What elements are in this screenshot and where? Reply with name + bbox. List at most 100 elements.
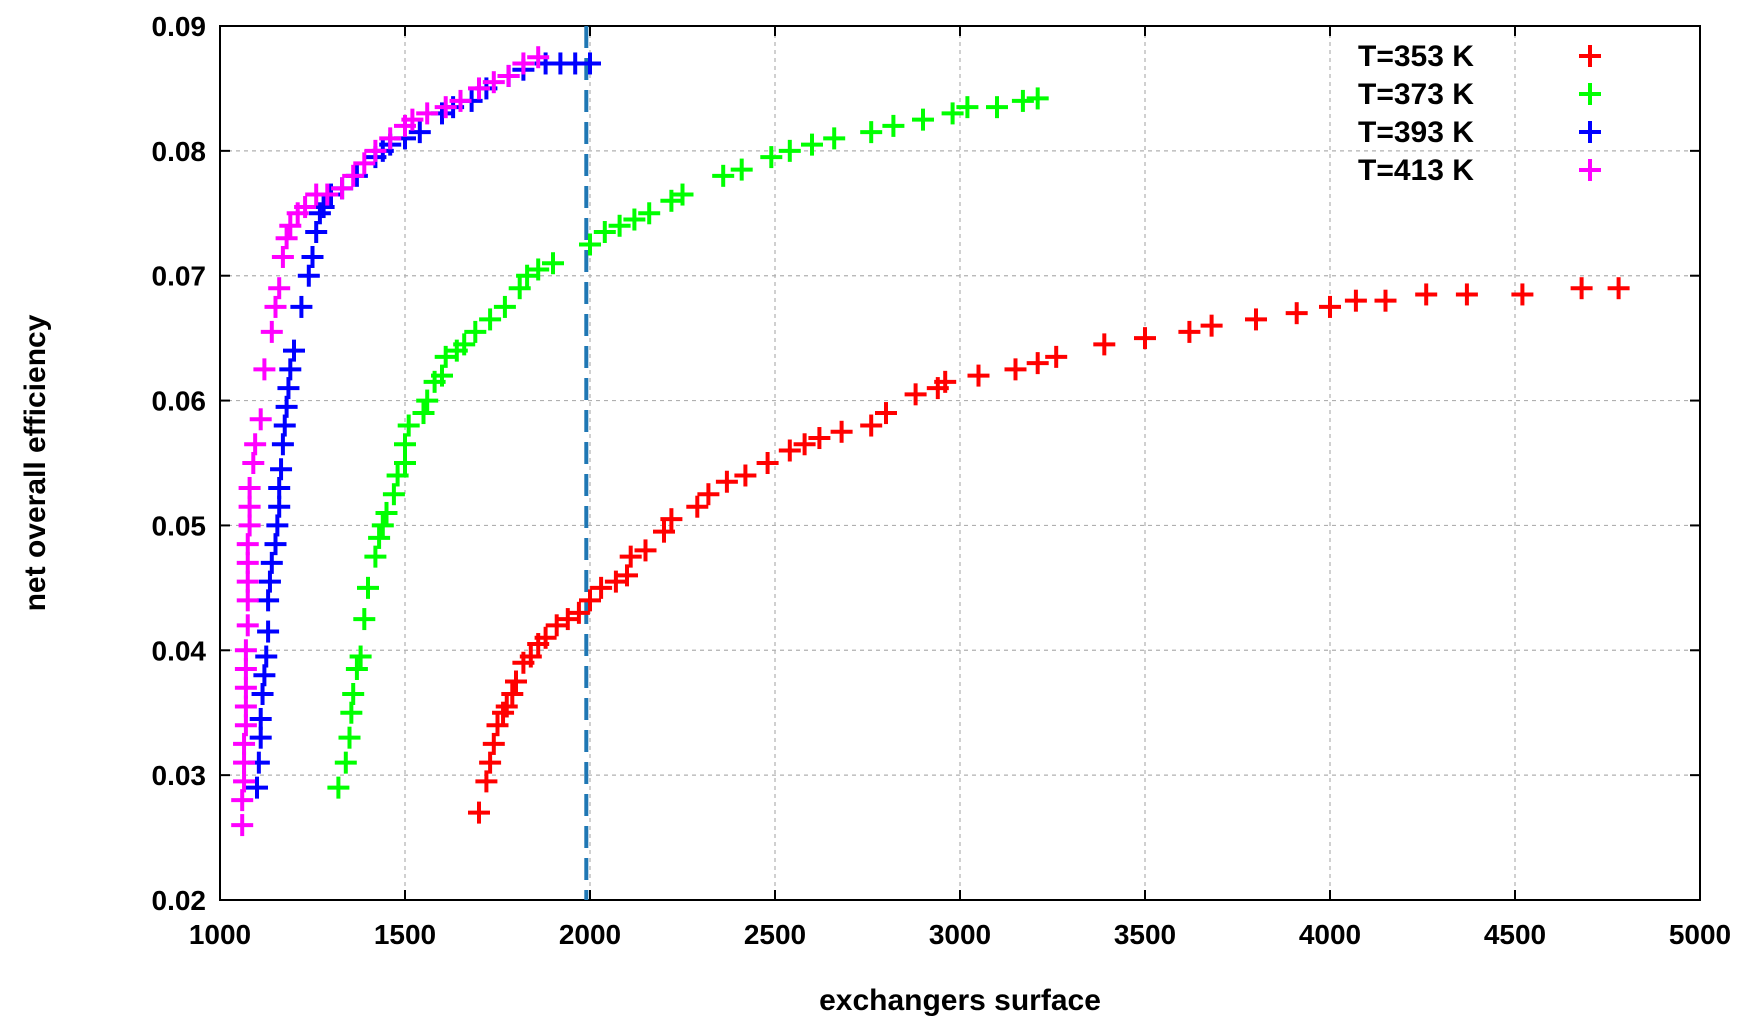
data-point [830, 420, 853, 443]
x-axis-label: exchangers surface [819, 984, 1101, 1017]
data-point [579, 52, 601, 75]
series-t-413-k [231, 46, 550, 837]
legend-marker [1579, 83, 1601, 105]
data-point [534, 626, 557, 649]
data-point [556, 608, 579, 631]
data-point [234, 676, 257, 699]
data-point [279, 358, 302, 381]
y-axis-label: net overall efficiency [19, 314, 52, 611]
data-point [242, 452, 265, 474]
data-point [345, 658, 368, 681]
data-point [660, 508, 683, 531]
data-point [236, 551, 259, 574]
data-point [660, 189, 683, 212]
data-point [482, 732, 505, 755]
data-point [301, 245, 324, 268]
data-point [266, 514, 289, 537]
data-point [468, 77, 490, 100]
data-point [327, 776, 350, 799]
grid-lines [220, 26, 1700, 900]
data-point [801, 133, 823, 156]
data-point [236, 589, 259, 612]
data-point [686, 495, 709, 518]
data-point [249, 707, 272, 730]
data-point [408, 121, 431, 144]
y-tick-label: 0.06 [152, 386, 207, 417]
data-point [756, 452, 779, 474]
data-point [593, 221, 616, 244]
data-point [1093, 333, 1116, 356]
data-point [290, 295, 313, 318]
data-point [349, 645, 372, 668]
data-point [653, 520, 675, 543]
data-point [860, 414, 883, 437]
data-point [368, 526, 391, 549]
data-point [251, 682, 274, 705]
data-point [234, 658, 257, 681]
data-point [823, 127, 846, 150]
data-point [912, 108, 934, 131]
data-point [305, 221, 328, 244]
legend: T=353 K T=373 K T=393 K T=413 K [1358, 40, 1601, 187]
data-point [234, 639, 257, 662]
data-point [312, 196, 335, 219]
data-point [270, 458, 293, 481]
data-point [236, 570, 259, 593]
data-point [234, 695, 257, 718]
data-point [1004, 358, 1027, 381]
data-point [271, 245, 294, 268]
data-point [542, 252, 564, 275]
data-point [264, 533, 287, 556]
data-point [508, 277, 531, 300]
data-point [353, 608, 376, 631]
data-point [1570, 277, 1593, 300]
data-point [956, 96, 979, 119]
data-point [619, 545, 642, 568]
data-point [273, 414, 296, 437]
legend-marker [1579, 121, 1601, 143]
data-point [394, 433, 416, 456]
data-point [401, 108, 424, 131]
x-tick-label: 2500 [744, 919, 806, 950]
data-point [1415, 283, 1438, 306]
data-point [238, 495, 261, 518]
data-series [231, 46, 1630, 837]
x-tick-label: 1500 [374, 919, 436, 950]
data-point [579, 589, 601, 612]
data-point [516, 264, 539, 287]
data-point [375, 501, 398, 524]
data-point [233, 732, 256, 755]
data-point [519, 645, 542, 668]
data-point [260, 320, 283, 343]
y-tick-label: 0.08 [152, 136, 207, 167]
data-point [1245, 308, 1267, 331]
data-point [479, 308, 502, 331]
data-point [1374, 289, 1397, 312]
x-axis-ticks: 1000 1500 2000 2500 3000 3500 4000 4500 5000 [189, 26, 1731, 950]
data-point [244, 433, 267, 456]
data-point [342, 682, 365, 705]
data-point [453, 333, 476, 356]
x-tick-label: 4500 [1484, 919, 1546, 950]
data-point [233, 770, 256, 793]
data-point [238, 476, 261, 499]
data-point [231, 814, 254, 837]
data-point [904, 383, 927, 406]
data-point [479, 751, 502, 774]
data-point [236, 533, 259, 556]
legend-label: T=353 K [1358, 40, 1474, 73]
data-point [1026, 87, 1049, 110]
data-point [604, 570, 627, 593]
data-point [1134, 327, 1156, 350]
data-point [353, 152, 376, 175]
data-point [434, 345, 457, 368]
data-point [1319, 295, 1341, 318]
x-tick-label: 2000 [559, 919, 621, 950]
data-point [297, 264, 320, 287]
x-tick-label: 3000 [929, 919, 991, 950]
data-point [712, 164, 735, 187]
data-point [275, 395, 298, 418]
series-t-353-k [468, 277, 1630, 824]
data-point [882, 114, 905, 137]
